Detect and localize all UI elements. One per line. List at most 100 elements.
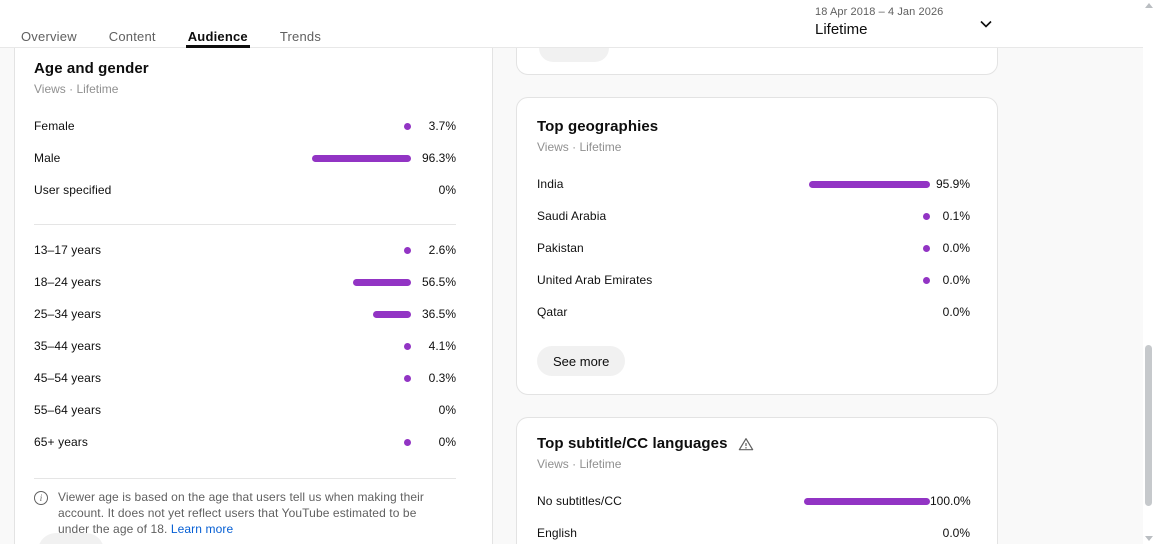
top-geographies-card: Top geographies Views · Lifetime India 95… [516, 97, 998, 395]
analytics-tabs: Overview Content Audience Trends [21, 0, 321, 48]
row-label: Qatar [537, 305, 568, 319]
bar-track [308, 310, 411, 318]
age-gender-card: Age and gender Views · Lifetime Female 3.… [14, 48, 493, 544]
bar-track [804, 497, 930, 505]
row-value: 0.0% [942, 241, 970, 255]
row-value: 2.6% [428, 243, 456, 257]
row-value: 36.5% [421, 307, 456, 321]
bar-track [804, 212, 930, 220]
bar-track [308, 154, 411, 162]
stat-dot [404, 342, 411, 350]
disclaimer-text: Viewer age is based on the age that user… [58, 490, 425, 536]
stat-row: Pakistan 0.0% [537, 232, 970, 264]
row-label: User specified [34, 183, 112, 197]
row-label: English [537, 526, 578, 540]
stat-dot [923, 212, 930, 220]
see-more-button-partial[interactable] [539, 48, 609, 62]
stat-row: 35–44 years 4.1% [34, 330, 456, 362]
divider [34, 478, 456, 479]
vertical-scrollbar[interactable] [1143, 0, 1154, 544]
stat-row: Male 96.3% [34, 142, 456, 174]
see-more-button[interactable]: See more [537, 346, 626, 376]
previous-card-bottom [516, 48, 998, 75]
stat-row: No subtitles/CC 100.0% [537, 485, 971, 517]
stat-dot [404, 374, 411, 382]
row-value: 56.5% [421, 275, 456, 289]
card-subtitle: Views · Lifetime [34, 82, 119, 96]
bar-track [308, 246, 411, 254]
tab-audience[interactable]: Audience [185, 0, 250, 48]
subtitle-language-rows: No subtitles/CC 100.0% English 0.0% [537, 485, 971, 544]
stat-row: 13–17 years 2.6% [34, 234, 456, 266]
divider [34, 224, 456, 225]
stat-row: 45–54 years 0.3% [34, 362, 456, 394]
row-label: 35–44 years [34, 339, 102, 353]
stat-row: 18–24 years 56.5% [34, 266, 456, 298]
row-value: 4.1% [428, 339, 456, 353]
card-title: Top geographies [537, 118, 659, 135]
stat-dot [404, 122, 411, 130]
stat-row: 65+ years 0% [34, 426, 456, 458]
row-label: 65+ years [34, 435, 88, 449]
scrollbar-thumb[interactable] [1145, 345, 1152, 506]
stat-dot [923, 244, 930, 252]
stat-row: United Arab Emirates 0.0% [537, 264, 970, 296]
row-value: 95.9% [935, 177, 970, 191]
row-value: 100.0% [930, 494, 971, 508]
row-value: 3.7% [428, 119, 456, 133]
bar-track [804, 276, 930, 284]
row-value: 96.3% [421, 151, 456, 165]
row-label: 25–34 years [34, 307, 102, 321]
row-value: 0.0% [942, 526, 970, 540]
scrollbar-up-arrow-icon[interactable] [1145, 3, 1153, 8]
row-value: 0.0% [942, 305, 970, 319]
tab-trends[interactable]: Trends [280, 0, 321, 48]
stat-row: 55–64 years 0% [34, 394, 456, 426]
tab-content[interactable]: Content [109, 0, 156, 48]
chevron-down-icon[interactable] [976, 14, 996, 34]
age-rows: 13–17 years 2.6% 18–24 years 56.5% 25–34 yea… [34, 234, 456, 458]
see-more-button-partial[interactable] [38, 533, 104, 544]
learn-more-link[interactable]: Learn more [170, 522, 234, 536]
bar-track [308, 374, 411, 382]
tab-overview[interactable]: Overview [21, 0, 77, 48]
top-navigation-bar: Overview Content Audience Trends 18 Apr … [0, 0, 1143, 48]
card-subtitle: Views · Lifetime [537, 140, 622, 154]
row-value: 0% [438, 183, 456, 197]
age-disclaimer: i Viewer age is based on the age that us… [34, 489, 456, 537]
stat-row: Saudi Arabia 0.1% [537, 200, 970, 232]
row-label: 18–24 years [34, 275, 102, 289]
row-label: Female [34, 119, 75, 133]
stat-bar [311, 154, 411, 162]
stat-bar [373, 310, 411, 318]
warning-icon [738, 437, 753, 450]
row-value: 0.0% [942, 273, 970, 287]
stat-row: 25–34 years 36.5% [34, 298, 456, 330]
date-range-text: 18 Apr 2018 – 4 Jan 2026 [815, 6, 944, 18]
scrollbar-down-arrow-icon[interactable] [1145, 536, 1153, 541]
stat-bar [352, 278, 411, 286]
bar-track [308, 122, 411, 130]
stat-dot [404, 246, 411, 254]
geography-rows: India 95.9% Saudi Arabia 0.1% Pakistan 0.0% Un… [537, 168, 970, 328]
info-icon: i [34, 491, 48, 505]
stat-dot [923, 276, 930, 284]
date-range-picker[interactable]: 18 Apr 2018 – 4 Jan 2026 Lifetime [815, 6, 943, 38]
date-period-label: Lifetime [815, 21, 868, 38]
gender-rows: Female 3.7% Male 96.3% User specified 0% [34, 110, 456, 206]
card-title: Age and gender [34, 60, 149, 77]
card-subtitle: Views · Lifetime [537, 457, 622, 471]
row-value: 0% [438, 435, 456, 449]
card-title: Top subtitle/CC languages [537, 435, 728, 452]
stat-row: English 0.0% [537, 517, 970, 544]
row-label: India [537, 177, 564, 191]
row-value: 0% [438, 403, 456, 417]
stat-bar [804, 497, 930, 505]
stat-row: User specified 0% [34, 174, 456, 206]
row-value: 0.1% [942, 209, 970, 223]
row-label: Saudi Arabia [537, 209, 607, 223]
bar-track [308, 342, 411, 350]
row-value: 0.3% [428, 371, 456, 385]
bar-track [804, 244, 930, 252]
stat-bar [809, 180, 930, 188]
